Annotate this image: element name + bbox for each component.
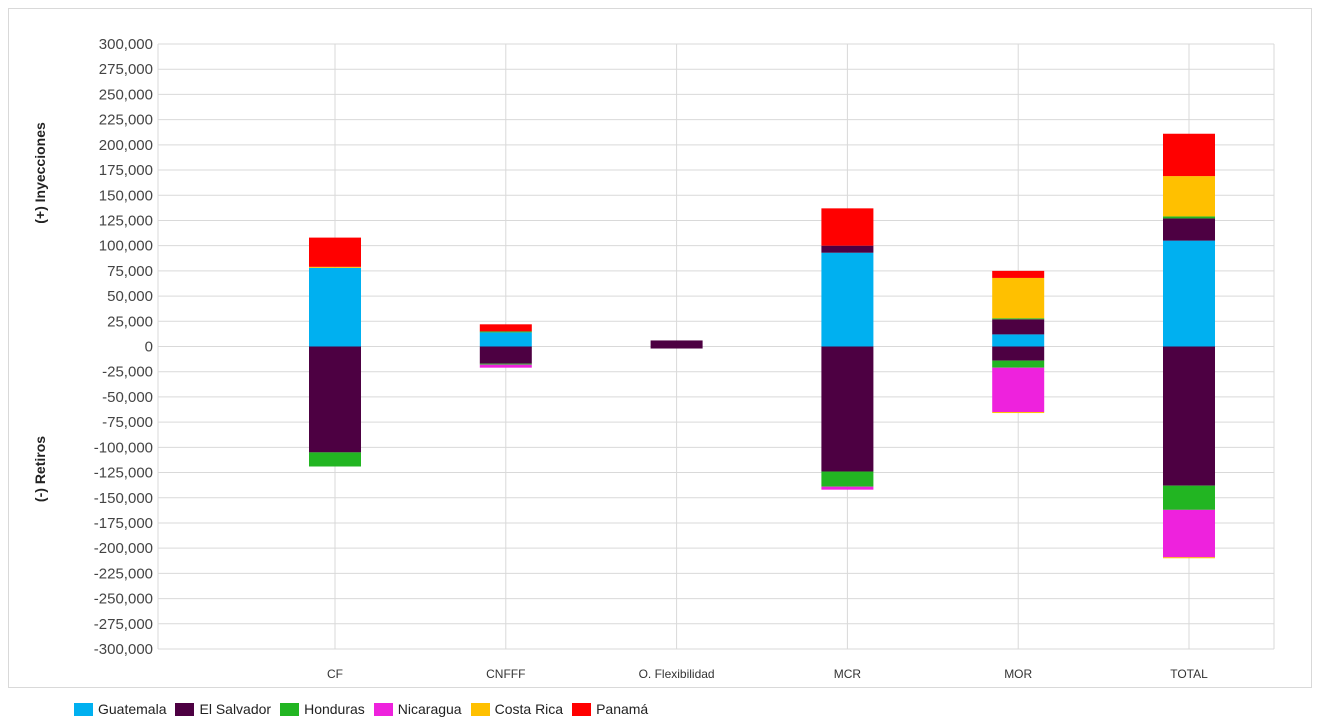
legend-label: El Salvador (199, 701, 272, 717)
bar-segment (1163, 346, 1215, 486)
legend-swatch (572, 702, 592, 716)
bar-segment (309, 346, 361, 453)
legend-item: Honduras (280, 701, 365, 717)
bar-segment (309, 452, 361, 467)
legend-label: Costa Rica (494, 701, 564, 717)
y-tick-label: -50,000 (102, 389, 153, 406)
y-tick-label: 50,000 (107, 288, 153, 305)
y-tick-label: 225,000 (99, 112, 153, 129)
bar-segment (992, 346, 1045, 361)
bar-segment (821, 208, 874, 246)
bar-segment (1163, 216, 1215, 219)
y-tick-label: -25,000 (102, 364, 153, 381)
legend-item: Guatemala (74, 701, 166, 717)
legend: Guatemala El Salvador Honduras Nicaragua Cos… (74, 701, 657, 717)
bar-segment (992, 412, 1045, 414)
y-tick-label: -175,000 (94, 515, 153, 532)
bar-segment (650, 346, 703, 349)
bar-segment (479, 324, 532, 332)
legend-item: El Salvador (175, 701, 271, 717)
legend-item: Nicaragua (373, 701, 462, 717)
x-tick-label: MCR (834, 667, 862, 681)
legend-label: Panamá (596, 701, 649, 717)
bar-segment (309, 266, 361, 268)
legend-swatch (373, 702, 393, 716)
bar-segment (479, 331, 532, 333)
y-tick-label: 100,000 (99, 238, 153, 255)
y-axis-label-negative: (-) Retiros (32, 436, 48, 502)
legend-item: Panamá (572, 701, 648, 717)
x-tick-label: O. Flexibilidad (639, 667, 715, 681)
bar-segment (992, 277, 1045, 319)
y-tick-label: 125,000 (99, 212, 153, 229)
bar-segment (479, 346, 532, 364)
bar-segment (992, 270, 1045, 278)
legend-label: Guatemala (98, 701, 167, 717)
y-tick-label: -75,000 (102, 414, 153, 431)
y-tick-label: 250,000 (99, 86, 153, 103)
bar-segment (992, 334, 1045, 347)
y-tick-label: -150,000 (94, 490, 153, 507)
y-tick-label: 150,000 (99, 187, 153, 204)
y-tick-label: -250,000 (94, 591, 153, 608)
y-axis-label-positive: (+) Inyecciones (32, 122, 48, 224)
bar-segment (821, 486, 874, 490)
bar-segment (479, 332, 532, 347)
legend-swatch (175, 702, 195, 716)
bar-segment (1163, 218, 1215, 241)
stacked-bar-chart: -300,000 -275,000 -250,000 -225,000 -200,000… (32, 36, 1275, 681)
bar-segment (309, 267, 361, 347)
bar-segment (1163, 240, 1215, 347)
y-tick-label: -225,000 (94, 565, 153, 582)
y-tick-label: 25,000 (107, 313, 153, 330)
x-tick-labels: CF CNFFF O. Flexibilidad MCR MOR TOTAL (327, 667, 1208, 681)
y-tick-label: 275,000 (99, 61, 153, 78)
bar-segment (992, 360, 1045, 368)
bar-segment (479, 364, 532, 368)
y-tick-label: -300,000 (94, 641, 153, 658)
chart-frame: -300,000 -275,000 -250,000 -225,000 -200,000… (8, 8, 1312, 688)
bar-segment (821, 245, 874, 253)
legend-swatch (470, 702, 490, 716)
bar-segment (1163, 176, 1215, 217)
y-tick-label: 0 (145, 339, 153, 356)
y-tick-labels: -300,000 -275,000 -250,000 -225,000 -200,000… (94, 36, 153, 658)
bar-segment (309, 237, 361, 267)
legend-item: Costa Rica (470, 701, 564, 717)
bar-segment (650, 340, 703, 347)
bar-segment (1163, 133, 1215, 177)
legend-swatch (74, 702, 93, 716)
bar-segment (1163, 485, 1215, 510)
bar-segment (992, 318, 1045, 320)
bar-segment (1163, 509, 1215, 558)
bar-segment (821, 471, 874, 487)
legend-swatch (280, 702, 300, 716)
legend-label: Honduras (304, 701, 365, 717)
x-tick-label: MOR (1004, 667, 1032, 681)
x-tick-label: CF (327, 667, 343, 681)
y-tick-label: 175,000 (99, 162, 153, 179)
legend-label: Nicaragua (397, 701, 462, 717)
bar-segment (992, 367, 1045, 413)
bar-segment (1163, 557, 1215, 559)
bar-segment (821, 252, 874, 347)
y-tick-label: 200,000 (99, 137, 153, 154)
y-tick-label: 300,000 (99, 36, 153, 53)
y-tick-label: -275,000 (94, 616, 153, 633)
x-tick-label: TOTAL (1170, 667, 1208, 681)
y-tick-label: -125,000 (94, 465, 153, 482)
y-tick-label: 75,000 (107, 263, 153, 280)
x-tick-label: CNFFF (486, 667, 525, 681)
y-tick-label: -200,000 (94, 540, 153, 557)
y-tick-label: -100,000 (94, 439, 153, 456)
bar-segment (992, 319, 1045, 335)
bar-segment (479, 363, 532, 365)
bars (309, 133, 1215, 559)
bar-segment (821, 346, 874, 472)
